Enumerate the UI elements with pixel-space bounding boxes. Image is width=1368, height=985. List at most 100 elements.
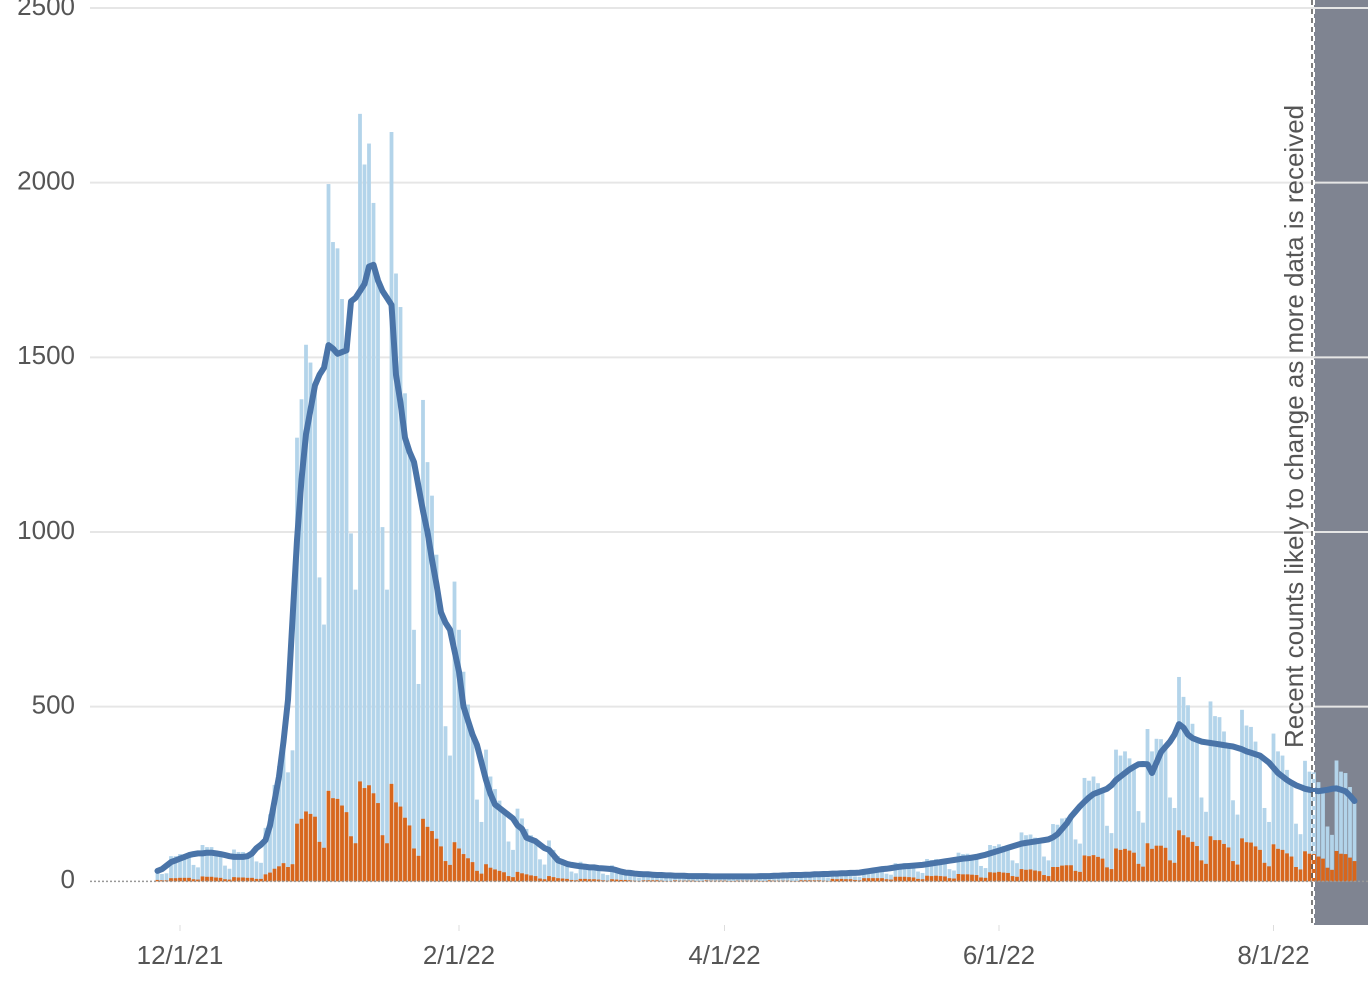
bar xyxy=(1046,876,1051,882)
bar xyxy=(538,859,542,882)
bar xyxy=(952,870,956,882)
bar xyxy=(452,581,457,882)
bar xyxy=(623,879,628,882)
bar xyxy=(569,871,574,882)
bar xyxy=(1217,840,1222,882)
bar xyxy=(979,865,983,882)
bar xyxy=(164,873,169,882)
bar xyxy=(875,868,880,882)
bar xyxy=(817,874,821,882)
bar xyxy=(1330,834,1334,882)
bar xyxy=(448,755,452,882)
bar xyxy=(938,860,943,882)
bar xyxy=(1267,866,1271,882)
bar xyxy=(155,870,160,882)
bar xyxy=(533,841,538,882)
bar xyxy=(380,527,385,882)
bar xyxy=(1024,835,1028,882)
bar xyxy=(542,879,547,882)
bar xyxy=(1154,845,1159,882)
bar xyxy=(398,806,403,882)
bar xyxy=(254,878,259,882)
bar xyxy=(1172,862,1177,882)
bar xyxy=(943,876,947,882)
bar xyxy=(457,629,461,882)
bar xyxy=(574,873,578,882)
bar xyxy=(857,876,862,882)
bar xyxy=(430,495,434,882)
bar xyxy=(1280,849,1285,882)
bar xyxy=(1181,696,1186,882)
bar xyxy=(1015,863,1019,882)
bar xyxy=(493,869,497,882)
bar xyxy=(1226,847,1231,882)
bar xyxy=(322,847,326,882)
bar xyxy=(1087,856,1091,882)
bar xyxy=(659,875,664,882)
bar xyxy=(911,865,916,882)
bar xyxy=(839,871,844,882)
bar xyxy=(974,875,979,882)
bar xyxy=(637,877,641,882)
bar xyxy=(1087,780,1091,882)
bar xyxy=(884,873,889,882)
bar xyxy=(308,813,313,882)
bar xyxy=(389,132,394,882)
bar xyxy=(596,879,601,882)
bar xyxy=(970,874,974,882)
bar xyxy=(362,788,367,882)
bar xyxy=(353,843,358,882)
bar xyxy=(349,836,353,882)
bar xyxy=(1109,869,1114,882)
bar xyxy=(187,877,191,882)
bar xyxy=(340,298,344,882)
bar xyxy=(1163,847,1168,882)
x-tick-label: 2/1/22 xyxy=(423,940,495,970)
bar xyxy=(1051,824,1055,882)
bar xyxy=(583,878,587,882)
bar xyxy=(799,880,803,882)
bar xyxy=(1064,817,1069,882)
bar xyxy=(565,863,569,882)
bar xyxy=(691,880,695,882)
bar xyxy=(1073,839,1078,882)
bar xyxy=(1262,862,1267,882)
bar xyxy=(1253,846,1258,882)
bar xyxy=(416,855,421,882)
bar xyxy=(484,749,488,882)
bar xyxy=(1069,865,1073,882)
bar xyxy=(1091,776,1096,882)
bar xyxy=(1181,835,1186,882)
bar xyxy=(443,726,448,882)
bar xyxy=(659,880,664,882)
bar xyxy=(488,776,493,882)
bar xyxy=(911,877,916,882)
y-tick-label: 2000 xyxy=(17,166,75,196)
bar xyxy=(430,831,434,882)
bar xyxy=(1069,816,1073,882)
average-line xyxy=(154,261,1358,880)
bar xyxy=(619,879,623,882)
bar xyxy=(497,870,502,882)
bar xyxy=(1132,766,1136,882)
bar xyxy=(1118,755,1123,882)
bar xyxy=(947,878,952,882)
bar xyxy=(889,879,893,882)
bar xyxy=(502,811,506,882)
bar xyxy=(601,873,605,882)
bar xyxy=(304,811,308,882)
bar xyxy=(245,877,250,882)
bar xyxy=(187,855,191,882)
bar xyxy=(389,783,394,882)
bar xyxy=(956,873,961,882)
bar xyxy=(938,876,943,882)
bar xyxy=(1123,848,1127,882)
bar xyxy=(398,307,403,882)
bar xyxy=(367,785,371,882)
bar xyxy=(403,393,407,882)
bar xyxy=(538,878,542,882)
bar xyxy=(376,280,380,882)
bar xyxy=(1298,869,1303,882)
bar xyxy=(448,864,452,882)
